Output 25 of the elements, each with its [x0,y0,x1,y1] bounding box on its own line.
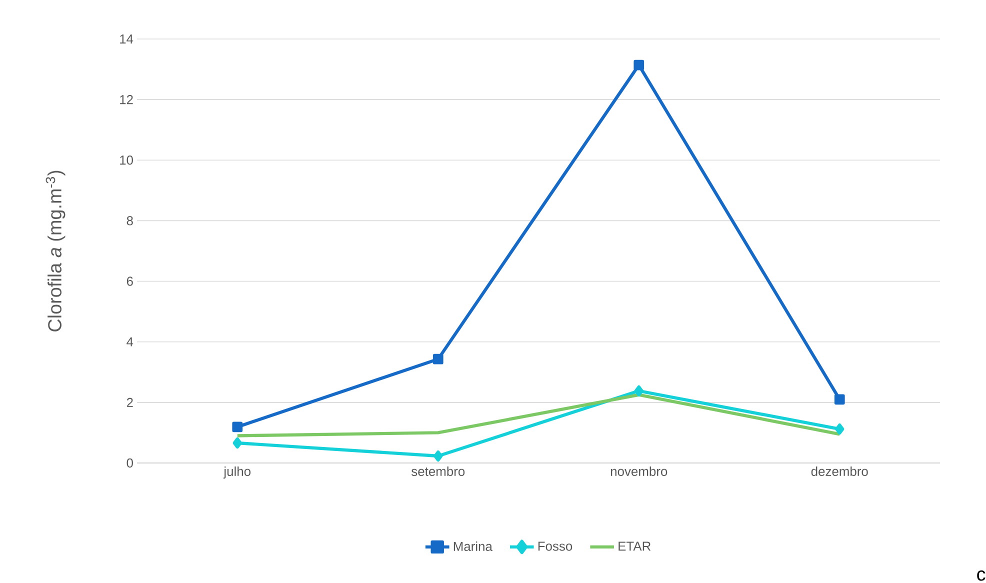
y-tick-label: 4 [126,337,134,346]
y-tick-label: 10 [120,156,133,165]
point [434,450,443,462]
point [232,437,242,449]
point [232,422,243,432]
legend-label: Marina [454,541,492,552]
y-axis-title: Clorofila a (mg.m$^{-3}$) [46,170,66,332]
y-tick-label: 14 [120,34,134,44]
point [432,354,444,364]
point [634,60,644,70]
point [835,423,844,435]
x-tick-label: setembro [412,466,465,476]
legend-label: ETAR [618,542,651,551]
x-tick-label: julho [223,466,251,479]
legend-label: Fosso [538,542,572,551]
y-tick-label: 8 [126,216,133,226]
y-tick-label: 2 [126,398,133,407]
y-tick-label: 0 [126,458,133,468]
y-tick-label: 12 [120,95,133,104]
text: c [977,570,986,581]
point [634,385,644,396]
point [834,394,845,405]
x-tick-label: dezembro [811,466,868,476]
y-tick-label: 6 [126,276,133,286]
x-tick-label: novembro [610,466,668,476]
